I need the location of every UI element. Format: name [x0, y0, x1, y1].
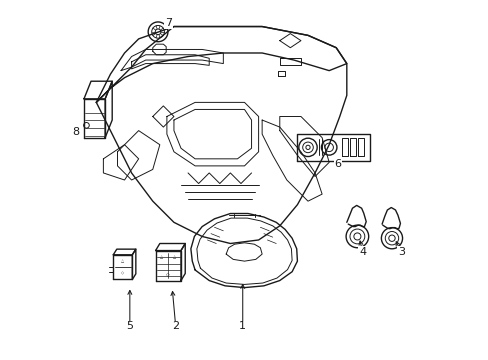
- Text: 1: 1: [239, 321, 246, 332]
- Text: 7: 7: [165, 18, 172, 28]
- Text: 3: 3: [397, 247, 404, 257]
- Text: 6: 6: [334, 159, 341, 169]
- Text: 8: 8: [72, 127, 79, 138]
- Text: △: △: [160, 255, 163, 259]
- Text: 4: 4: [358, 247, 366, 257]
- Text: ◇: ◇: [121, 271, 124, 275]
- Text: 2: 2: [172, 321, 179, 332]
- Text: 5: 5: [126, 321, 133, 332]
- Text: ◇: ◇: [166, 272, 170, 277]
- Text: △: △: [173, 255, 176, 259]
- Text: △: △: [121, 259, 124, 263]
